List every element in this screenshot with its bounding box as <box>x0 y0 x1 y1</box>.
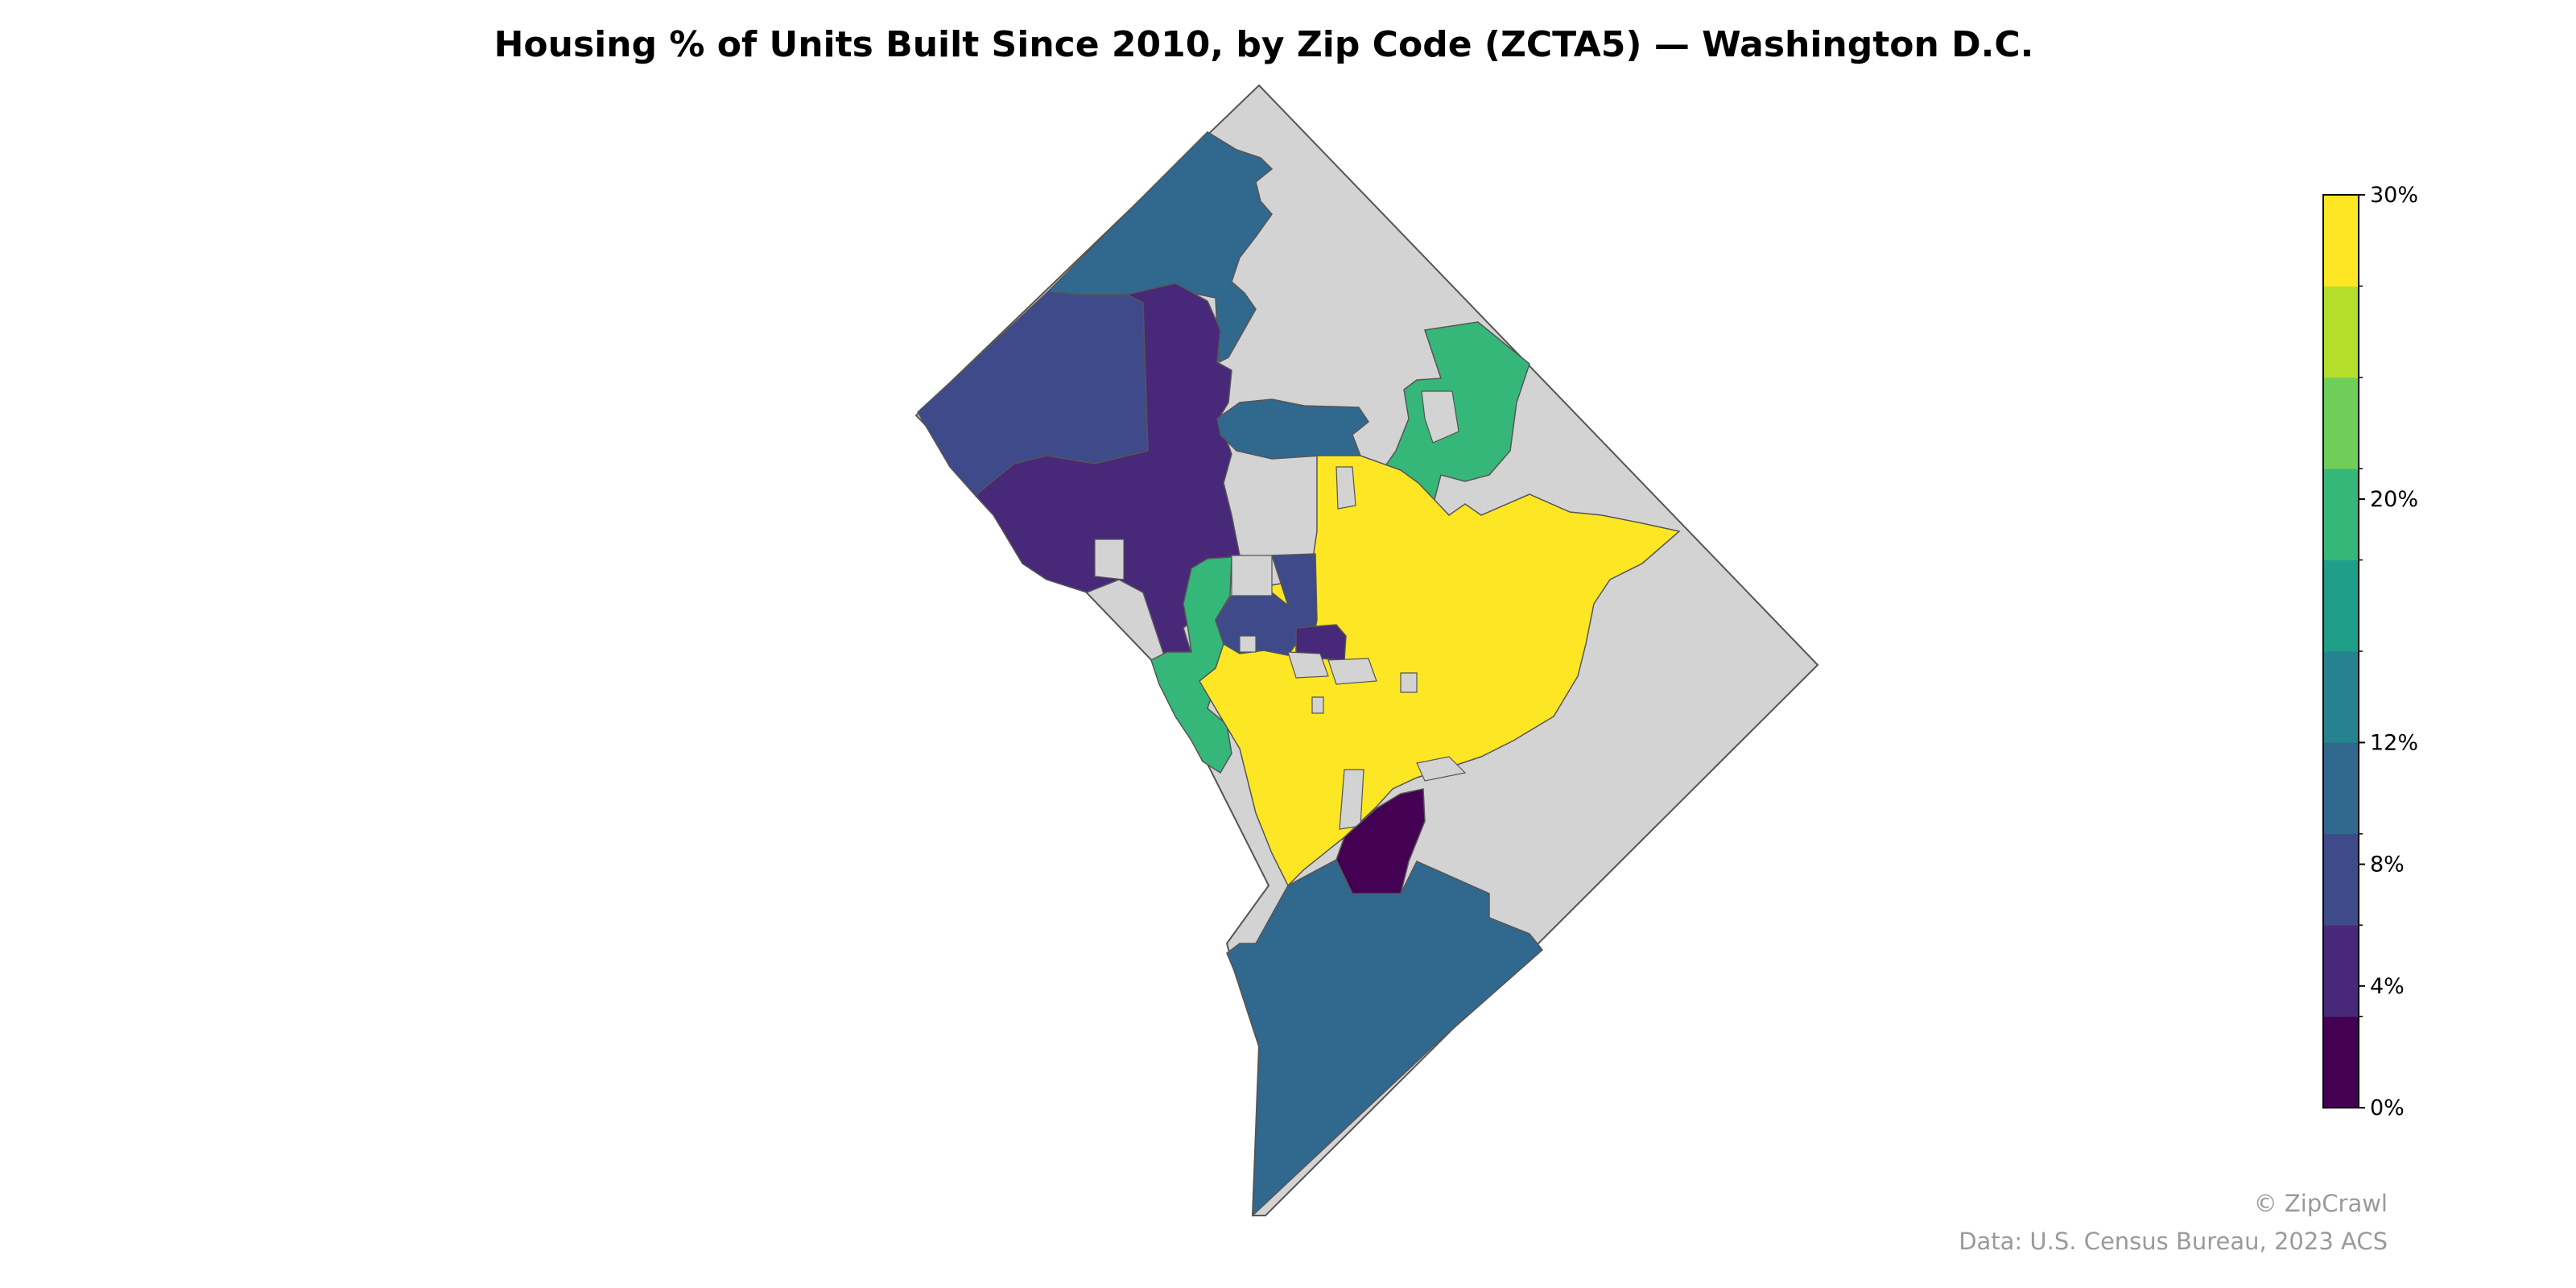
core-cutout-3 <box>1239 635 1257 653</box>
colorbar-class-7 <box>2323 377 2359 469</box>
colorbar-tick-label: 8% <box>2370 852 2405 877</box>
core-cutout-1 <box>1287 651 1329 679</box>
core-cutout-2 <box>1327 658 1377 685</box>
zip-region-south <box>1226 858 1544 1217</box>
colorbar-tick-label: 30% <box>2370 183 2418 208</box>
colorbar-tick-label: 0% <box>2370 1096 2405 1121</box>
footer-brand: © ZipCrawl <box>2253 1190 2388 1217</box>
downtown-cutout-4 <box>1416 756 1467 782</box>
colorbar-tick-label: 20% <box>2370 487 2418 512</box>
colorbar-class-0 <box>2323 1016 2359 1108</box>
colorbar: 0% 4% 8% 12% 20% 30% <box>2322 183 2418 1121</box>
colorbar-class-8 <box>2323 286 2359 378</box>
colorbar-class-1 <box>2323 925 2359 1018</box>
northwest-central-cutout <box>1094 539 1125 580</box>
downtown-cutout-1 <box>1335 466 1356 510</box>
northeast-green-cutout <box>1421 390 1459 444</box>
colorbar-class-2 <box>2323 833 2359 926</box>
downtown-cutout-5 <box>1400 672 1418 693</box>
map-title: Housing % of Units Built Since 2010, by … <box>493 24 2034 65</box>
footer-source: Data: U.S. Census Bureau, 2023 ACS <box>1959 1228 2388 1255</box>
colorbar-class-3 <box>2323 742 2359 835</box>
downtown-cutout-3 <box>1311 696 1324 714</box>
colorbar-class-4 <box>2323 651 2359 743</box>
downtown-cutout-2 <box>1339 769 1364 830</box>
colorbar-class-6 <box>2323 469 2359 561</box>
zip-region-center-green <box>1150 556 1232 774</box>
zip-region-northeast-band <box>1216 398 1370 460</box>
colorbar-tick-label: 4% <box>2370 974 2405 999</box>
colorbar-class-9 <box>2323 195 2359 287</box>
colorbar-tick-label: 12% <box>2370 730 2418 755</box>
colorbar-class-5 <box>2323 559 2359 652</box>
central-blue-cutout <box>1231 555 1273 597</box>
